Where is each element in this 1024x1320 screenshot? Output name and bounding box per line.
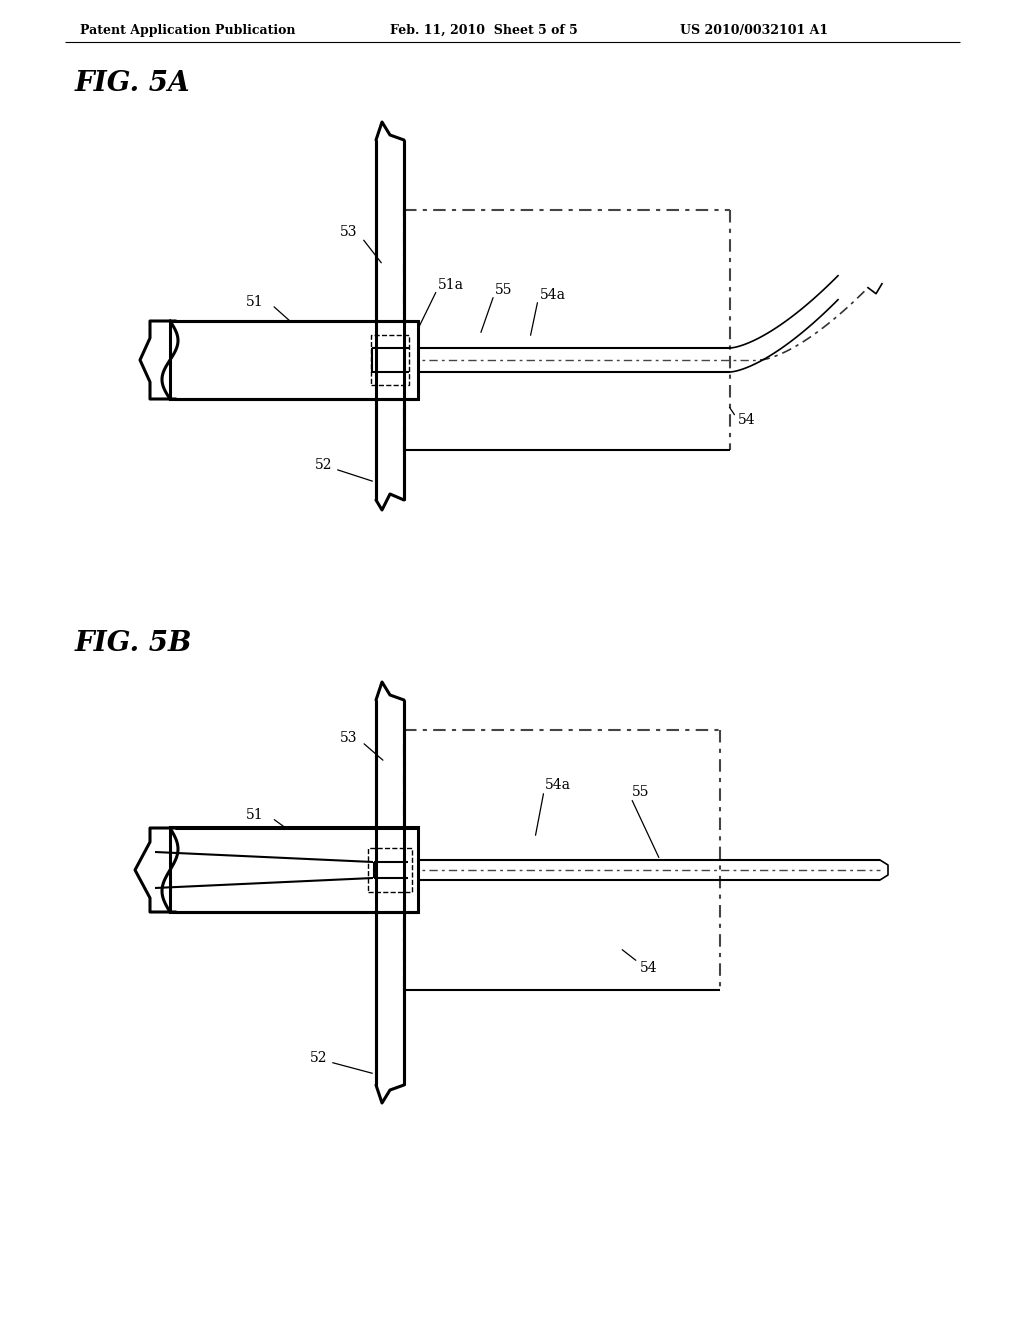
Bar	[368, 847, 412, 892]
Text: 55: 55	[495, 282, 512, 297]
Text: 54: 54	[738, 413, 756, 426]
Text: 51a: 51a	[438, 279, 464, 292]
Text: 52: 52	[310, 1051, 328, 1065]
Text: 51: 51	[246, 294, 263, 309]
Text: 54a: 54a	[545, 777, 571, 792]
Text: 53: 53	[340, 224, 357, 239]
Text: Feb. 11, 2010  Sheet 5 of 5: Feb. 11, 2010 Sheet 5 of 5	[390, 24, 578, 37]
Bar	[170, 321, 418, 399]
Text: 53: 53	[340, 731, 357, 744]
Bar	[371, 335, 409, 385]
Bar	[376, 140, 404, 500]
Text: Patent Application Publication: Patent Application Publication	[80, 24, 296, 37]
Bar	[170, 828, 418, 912]
Text: 51: 51	[246, 808, 263, 822]
Text: 54a: 54a	[540, 288, 566, 302]
Text: 52: 52	[315, 458, 333, 473]
Text: 55: 55	[632, 785, 649, 799]
Polygon shape	[135, 828, 175, 912]
Bar	[376, 700, 404, 1085]
Polygon shape	[140, 321, 175, 399]
Text: 54: 54	[640, 961, 657, 975]
Text: US 2010/0032101 A1: US 2010/0032101 A1	[680, 24, 828, 37]
Text: FIG. 5A: FIG. 5A	[75, 70, 190, 96]
Text: FIG. 5B: FIG. 5B	[75, 630, 193, 657]
